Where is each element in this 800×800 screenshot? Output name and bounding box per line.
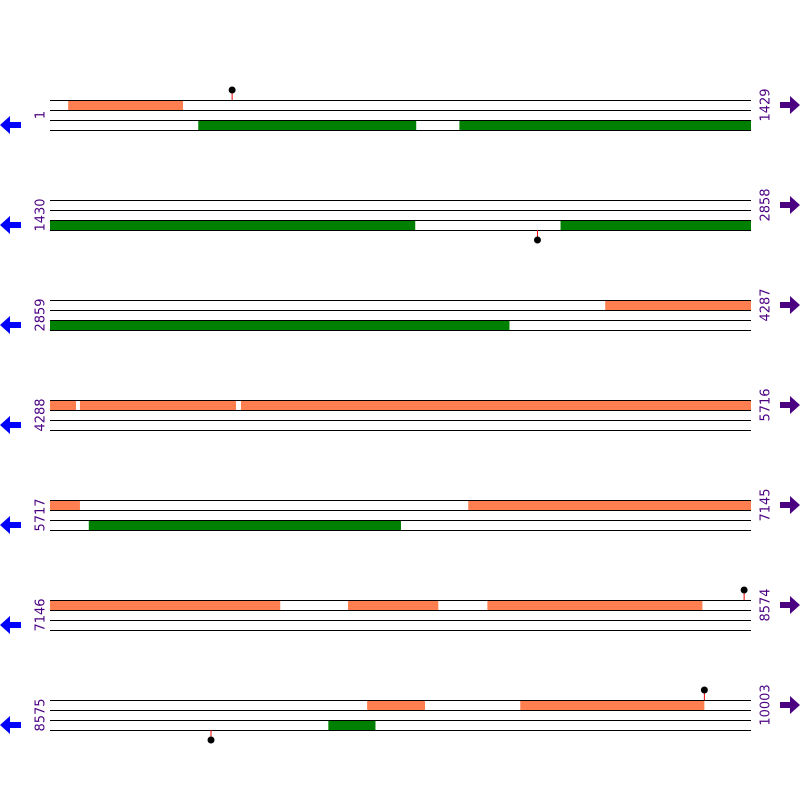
feature (560, 220, 751, 230)
start-label: 1 (34, 111, 49, 119)
end-label: 2858 (759, 188, 774, 221)
start-label: 7146 (34, 598, 49, 631)
end-label: 10003 (759, 684, 774, 725)
marker-head (740, 586, 748, 594)
reverse-arrow (0, 216, 21, 234)
start-label: 8575 (34, 698, 49, 731)
feature (50, 320, 510, 330)
end-label: 1429 (759, 88, 774, 121)
feature (50, 500, 80, 510)
feature (88, 520, 401, 530)
reverse-arrow (0, 616, 21, 634)
reverse-arrow (0, 516, 21, 534)
forward-arrow (780, 496, 800, 514)
feature (367, 700, 426, 710)
end-label: 7145 (759, 488, 774, 521)
start-label: 2859 (34, 298, 49, 331)
end-label: 8574 (759, 588, 774, 621)
feature (459, 120, 751, 130)
feature (520, 700, 705, 710)
feature (79, 400, 237, 410)
marker-head (207, 736, 215, 744)
feature (50, 220, 416, 230)
end-label: 4287 (759, 288, 774, 321)
end-label: 5716 (759, 388, 774, 421)
feature (328, 720, 376, 730)
forward-arrow (780, 196, 800, 214)
forward-arrow (780, 696, 800, 714)
forward-arrow (780, 596, 800, 614)
start-label: 5717 (34, 498, 49, 531)
feature (198, 120, 417, 130)
forward-arrow (780, 296, 800, 314)
marker-head (533, 236, 541, 244)
feature (50, 600, 281, 610)
marker-head (700, 686, 708, 694)
feature (240, 400, 751, 410)
reverse-arrow (0, 716, 21, 734)
feature (487, 600, 703, 610)
reverse-arrow (0, 316, 21, 334)
feature (468, 500, 751, 510)
feature (68, 100, 184, 110)
marker-head (228, 86, 236, 94)
feature (50, 400, 77, 410)
reverse-arrow (0, 116, 21, 134)
feature (605, 300, 751, 310)
feature (347, 600, 439, 610)
forward-arrow (780, 96, 800, 114)
start-label: 1430 (34, 198, 49, 231)
forward-arrow (780, 396, 800, 414)
reverse-arrow (0, 416, 21, 434)
start-label: 4288 (34, 398, 49, 431)
